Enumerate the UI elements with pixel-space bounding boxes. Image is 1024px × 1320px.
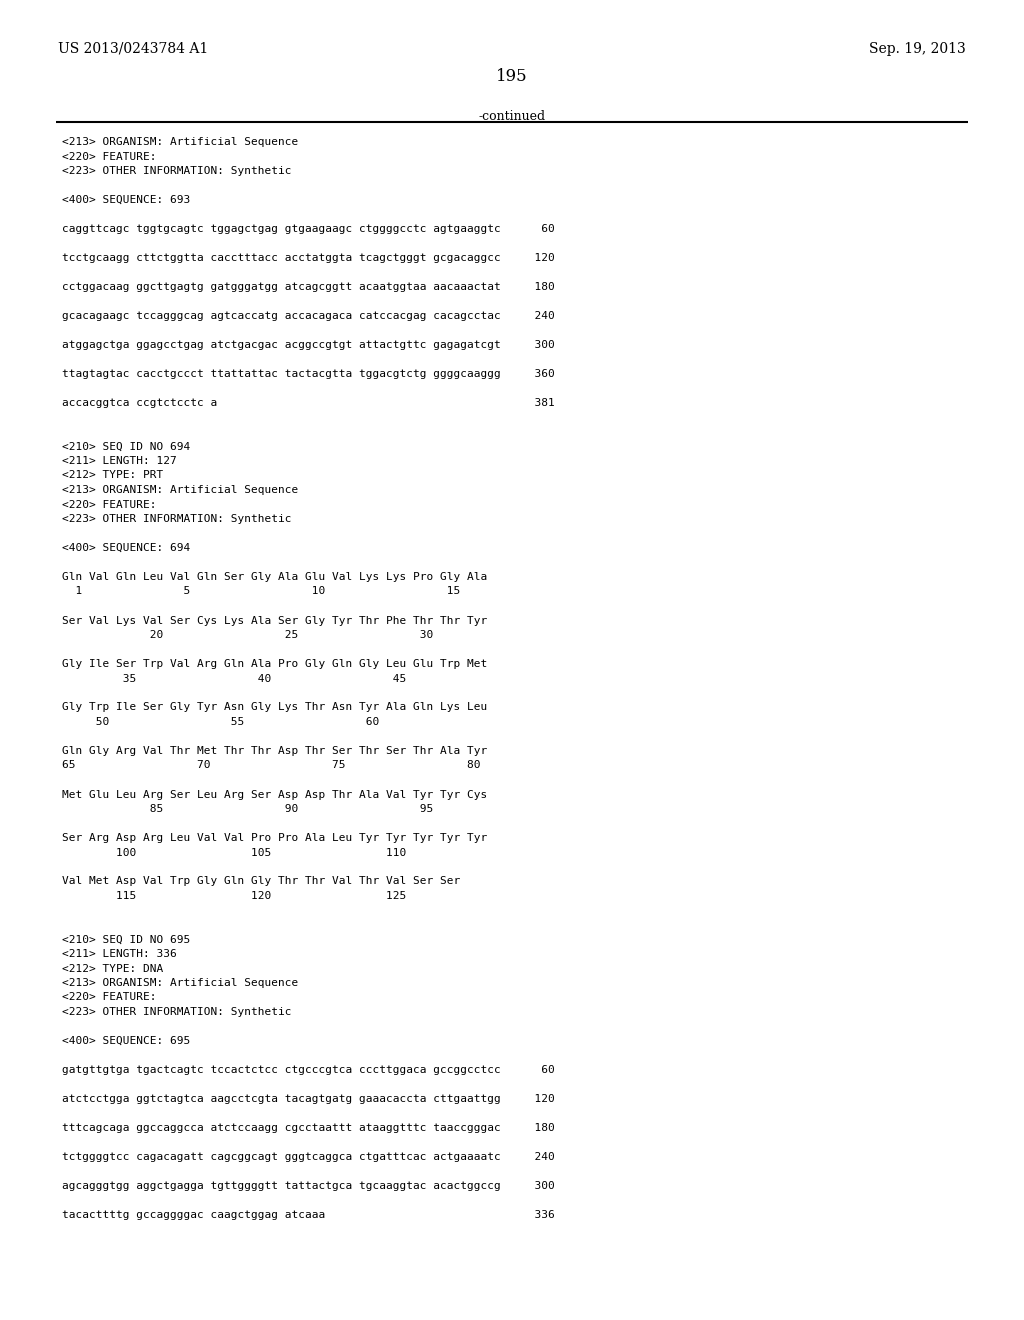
Text: tcctgcaagg cttctggtta cacctttacc acctatggta tcagctgggt gcgacaggcc     120: tcctgcaagg cttctggtta cacctttacc acctatg…: [62, 253, 555, 263]
Text: caggttcagc tggtgcagtc tggagctgag gtgaagaagc ctggggcctc agtgaaggtc      60: caggttcagc tggtgcagtc tggagctgag gtgaaga…: [62, 224, 555, 234]
Text: 115                 120                 125: 115 120 125: [62, 891, 407, 902]
Text: 1               5                  10                  15: 1 5 10 15: [62, 586, 460, 597]
Text: <212> TYPE: PRT: <212> TYPE: PRT: [62, 470, 163, 480]
Text: 85                  90                  95: 85 90 95: [62, 804, 433, 814]
Text: Gly Ile Ser Trp Val Arg Gln Ala Pro Gly Gln Gly Leu Glu Trp Met: Gly Ile Ser Trp Val Arg Gln Ala Pro Gly …: [62, 659, 487, 669]
Text: 100                 105                 110: 100 105 110: [62, 847, 407, 858]
Text: US 2013/0243784 A1: US 2013/0243784 A1: [58, 42, 208, 55]
Text: Gly Trp Ile Ser Gly Tyr Asn Gly Lys Thr Asn Tyr Ala Gln Lys Leu: Gly Trp Ile Ser Gly Tyr Asn Gly Lys Thr …: [62, 702, 487, 713]
Text: tacacttttg gccaggggac caagctggag atcaaa                               336: tacacttttg gccaggggac caagctggag atcaaa …: [62, 1210, 555, 1220]
Text: <213> ORGANISM: Artificial Sequence: <213> ORGANISM: Artificial Sequence: [62, 978, 298, 987]
Text: <220> FEATURE:: <220> FEATURE:: [62, 993, 157, 1002]
Text: -continued: -continued: [478, 110, 546, 123]
Text: <211> LENGTH: 127: <211> LENGTH: 127: [62, 455, 177, 466]
Text: Ser Arg Asp Arg Leu Val Val Pro Pro Ala Leu Tyr Tyr Tyr Tyr Tyr: Ser Arg Asp Arg Leu Val Val Pro Pro Ala …: [62, 833, 487, 843]
Text: accacggtca ccgtctcctc a                                               381: accacggtca ccgtctcctc a 381: [62, 399, 555, 408]
Text: <220> FEATURE:: <220> FEATURE:: [62, 499, 157, 510]
Text: Gln Val Gln Leu Val Gln Ser Gly Ala Glu Val Lys Lys Pro Gly Ala: Gln Val Gln Leu Val Gln Ser Gly Ala Glu …: [62, 572, 487, 582]
Text: gcacagaagc tccagggcag agtcaccatg accacagaca catccacgag cacagcctac     240: gcacagaagc tccagggcag agtcaccatg accacag…: [62, 312, 555, 321]
Text: 50                  55                  60: 50 55 60: [62, 717, 379, 727]
Text: <213> ORGANISM: Artificial Sequence: <213> ORGANISM: Artificial Sequence: [62, 484, 298, 495]
Text: <400> SEQUENCE: 693: <400> SEQUENCE: 693: [62, 195, 190, 205]
Text: atggagctga ggagcctgag atctgacgac acggccgtgt attactgttc gagagatcgt     300: atggagctga ggagcctgag atctgacgac acggccg…: [62, 341, 555, 350]
Text: Met Glu Leu Arg Ser Leu Arg Ser Asp Asp Thr Ala Val Tyr Tyr Cys: Met Glu Leu Arg Ser Leu Arg Ser Asp Asp …: [62, 789, 487, 800]
Text: agcagggtgg aggctgagga tgttggggtt tattactgca tgcaaggtac acactggccg     300: agcagggtgg aggctgagga tgttggggtt tattact…: [62, 1181, 555, 1191]
Text: <213> ORGANISM: Artificial Sequence: <213> ORGANISM: Artificial Sequence: [62, 137, 298, 147]
Text: tttcagcaga ggccaggcca atctccaagg cgcctaattt ataaggtttc taaccgggac     180: tttcagcaga ggccaggcca atctccaagg cgcctaa…: [62, 1123, 555, 1133]
Text: ttagtagtac cacctgccct ttattattac tactacgtta tggacgtctg ggggcaaggg     360: ttagtagtac cacctgccct ttattattac tactacg…: [62, 370, 555, 379]
Text: <211> LENGTH: 336: <211> LENGTH: 336: [62, 949, 177, 960]
Text: 65                  70                  75                  80: 65 70 75 80: [62, 760, 480, 771]
Text: <223> OTHER INFORMATION: Synthetic: <223> OTHER INFORMATION: Synthetic: [62, 513, 292, 524]
Text: <220> FEATURE:: <220> FEATURE:: [62, 152, 157, 161]
Text: <400> SEQUENCE: 694: <400> SEQUENCE: 694: [62, 543, 190, 553]
Text: tctggggtcc cagacagatt cagcggcagt gggtcaggca ctgatttcac actgaaaatc     240: tctggggtcc cagacagatt cagcggcagt gggtcag…: [62, 1152, 555, 1162]
Text: 195: 195: [497, 69, 527, 84]
Text: Ser Val Lys Val Ser Cys Lys Ala Ser Gly Tyr Thr Phe Thr Thr Tyr: Ser Val Lys Val Ser Cys Lys Ala Ser Gly …: [62, 615, 487, 626]
Text: Gln Gly Arg Val Thr Met Thr Thr Asp Thr Ser Thr Ser Thr Ala Tyr: Gln Gly Arg Val Thr Met Thr Thr Asp Thr …: [62, 746, 487, 756]
Text: gatgttgtga tgactcagtc tccactctcc ctgcccgtca cccttggaca gccggcctcc      60: gatgttgtga tgactcagtc tccactctcc ctgcccg…: [62, 1065, 555, 1074]
Text: <223> OTHER INFORMATION: Synthetic: <223> OTHER INFORMATION: Synthetic: [62, 1007, 292, 1016]
Text: cctggacaag ggcttgagtg gatgggatgg atcagcggtt acaatggtaa aacaaactat     180: cctggacaag ggcttgagtg gatgggatgg atcagcg…: [62, 282, 555, 292]
Text: <212> TYPE: DNA: <212> TYPE: DNA: [62, 964, 163, 974]
Text: 35                  40                  45: 35 40 45: [62, 673, 407, 684]
Text: atctcctgga ggtctagtca aagcctcgta tacagtgatg gaaacaccta cttgaattgg     120: atctcctgga ggtctagtca aagcctcgta tacagtg…: [62, 1094, 555, 1104]
Text: Sep. 19, 2013: Sep. 19, 2013: [869, 42, 966, 55]
Text: <223> OTHER INFORMATION: Synthetic: <223> OTHER INFORMATION: Synthetic: [62, 166, 292, 176]
Text: <210> SEQ ID NO 695: <210> SEQ ID NO 695: [62, 935, 190, 945]
Text: Val Met Asp Val Trp Gly Gln Gly Thr Thr Val Thr Val Ser Ser: Val Met Asp Val Trp Gly Gln Gly Thr Thr …: [62, 876, 460, 887]
Text: <400> SEQUENCE: 695: <400> SEQUENCE: 695: [62, 1036, 190, 1045]
Text: <210> SEQ ID NO 694: <210> SEQ ID NO 694: [62, 441, 190, 451]
Text: 20                  25                  30: 20 25 30: [62, 630, 433, 640]
